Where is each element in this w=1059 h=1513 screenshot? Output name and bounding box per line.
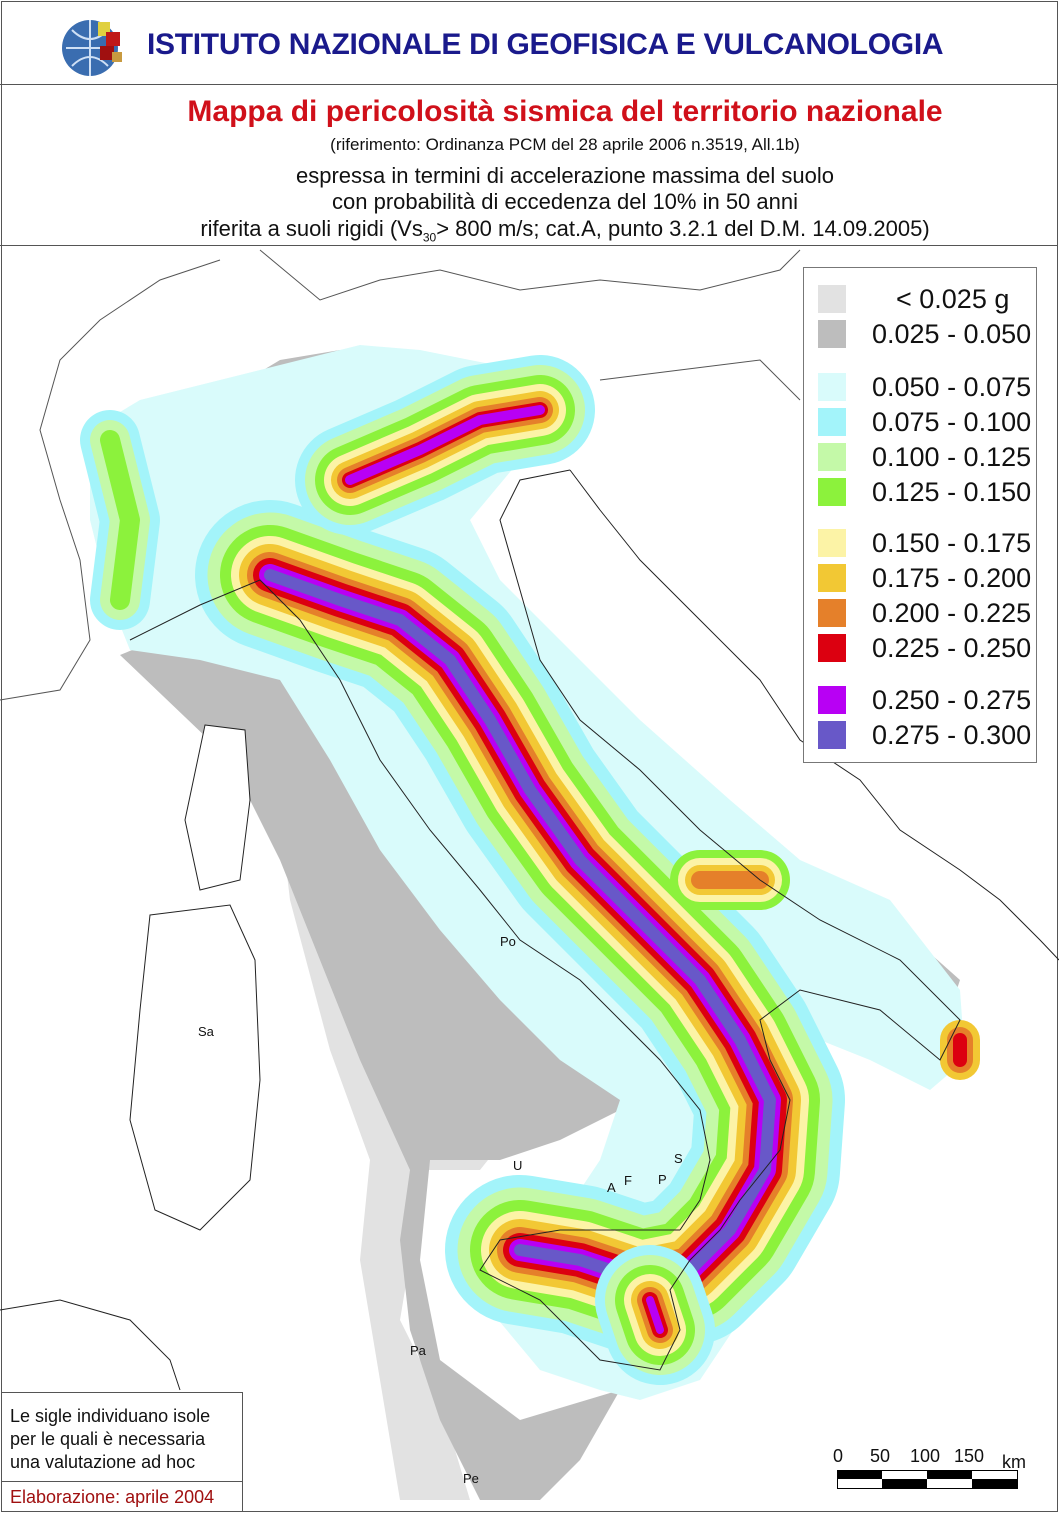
sardinia-coast [129, 904, 261, 1231]
legend-swatch [818, 373, 846, 401]
legend-label: 0.050 - 0.075 [872, 371, 1032, 402]
legend-swatch [818, 564, 846, 592]
scale-tick-100: 100 [910, 1446, 941, 1466]
legend-swatch [818, 686, 846, 714]
island-label-po: Po [500, 934, 516, 949]
island-label-f: F [624, 1173, 632, 1188]
island-label-s: S [674, 1151, 683, 1166]
elaboration-date: Elaborazione: aprile 2004 [10, 1487, 215, 1507]
legend-item: 0.050 - 0.075 [818, 372, 1031, 402]
description-subscript: 30 [422, 230, 437, 245]
description-line-3a: riferita a suoli rigidi (Vs [200, 216, 423, 241]
scale-unit: km [1002, 1452, 1026, 1472]
legend-item: < 0.025 g [818, 284, 1009, 314]
legend-label: 0.075 - 0.100 [872, 406, 1032, 437]
legend-label: 0.275 - 0.300 [872, 719, 1032, 750]
legend: < 0.025 g 0.025 - 0.050 0.050 - 0.075 0.075… [803, 267, 1037, 763]
island-label-u: U [513, 1158, 522, 1173]
legend-swatch [818, 443, 846, 471]
hazard-bands [80, 355, 980, 1385]
legend-swatch [818, 634, 846, 662]
island-label-pa: Pa [410, 1343, 427, 1358]
island-labels: Sa Po U S A F P Pa Pe [198, 934, 683, 1486]
legend-swatch [818, 320, 846, 348]
legend-label: 0.125 - 0.150 [872, 476, 1032, 507]
legend-item: 0.125 - 0.150 [818, 477, 1031, 507]
legend-item: 0.150 - 0.175 [818, 528, 1031, 558]
island-label-sa: Sa [198, 1024, 215, 1039]
map-title-block: Mappa di pericolosità sismica del territ… [0, 85, 1057, 246]
islands-note: Le sigle individuano isole per le quali … [1, 1392, 243, 1512]
description-line-3b: > 800 m/s; cat.A, punto 3.2.1 del D.M. 1… [436, 216, 930, 241]
legend-item: 0.075 - 0.100 [818, 407, 1031, 437]
corsica-coast [184, 724, 251, 891]
island-label-a: A [607, 1180, 616, 1195]
legend-swatch [818, 599, 846, 627]
hazard-band [345, 405, 545, 485]
borders [0, 249, 801, 701]
description-line-1: espressa in termini di accelerazione mas… [295, 163, 835, 188]
description-line-3: riferita a suoli rigidi (Vs30> 800 m/s; … [0, 216, 1059, 244]
note-line-1: Le sigle individuano isole [10, 1406, 211, 1426]
legend-swatch [818, 721, 846, 749]
legend-swatch [818, 408, 846, 436]
legend-label: 0.100 - 0.125 [872, 441, 1032, 472]
ingv-logo-icon [62, 20, 122, 76]
legend-swatch [818, 285, 846, 313]
scale-tick-0: 0 [833, 1446, 844, 1466]
legend-label: 0.225 - 0.250 [872, 632, 1032, 663]
coastline [129, 469, 961, 1371]
hazard-band [100, 430, 140, 610]
legend-item: 0.200 - 0.225 [818, 598, 1031, 628]
map-title: Mappa di pericolosità sismica del territ… [187, 95, 943, 128]
reference-text: (riferimento: Ordinanza PCM del 28 april… [330, 135, 800, 154]
legend-label: 0.200 - 0.225 [872, 597, 1032, 628]
hazard-band [646, 1296, 664, 1334]
legend-item: 0.250 - 0.275 [818, 685, 1031, 715]
legend-label: < 0.025 g [896, 283, 1010, 314]
legend-label: 0.250 - 0.275 [872, 684, 1032, 715]
legend-item: 0.175 - 0.200 [818, 563, 1031, 593]
legend-label: 0.175 - 0.200 [872, 562, 1032, 593]
legend-item: 0.100 - 0.125 [818, 442, 1031, 472]
note-line-2: per le quali è necessaria [10, 1429, 206, 1449]
legend-swatch [818, 529, 846, 557]
hazard-map: Sa Po U S A F P Pa Pe [0, 249, 1059, 1511]
institute-header: ISTITUTO NAZIONALE DI GEOFISICA E VULCAN… [0, 0, 1057, 85]
legend-label: 0.150 - 0.175 [872, 527, 1032, 558]
scale-bar-graphic [837, 1470, 1018, 1489]
description-line-2: con probabilità di eccedenza del 10% in … [332, 189, 798, 214]
scale-tick-150: 150 [954, 1446, 985, 1466]
legend-label: 0.025 - 0.050 [872, 318, 1032, 349]
institute-name: ISTITUTO NAZIONALE DI GEOFISICA E VULCAN… [147, 28, 944, 61]
note-divider [2, 1481, 242, 1482]
scale-tick-50: 50 [870, 1446, 891, 1466]
note-line-3: una valutazione ad hoc [10, 1452, 196, 1472]
legend-item: 0.025 - 0.050 [818, 319, 1031, 349]
legend-item: 0.275 - 0.300 [818, 720, 1031, 750]
island-label-p: P [658, 1172, 667, 1187]
island-label-pe: Pe [463, 1471, 479, 1486]
islands-note-text: Le sigle individuano isole per le quali … [10, 1405, 210, 1474]
legend-swatch [818, 478, 846, 506]
legend-item: 0.225 - 0.250 [818, 633, 1031, 663]
